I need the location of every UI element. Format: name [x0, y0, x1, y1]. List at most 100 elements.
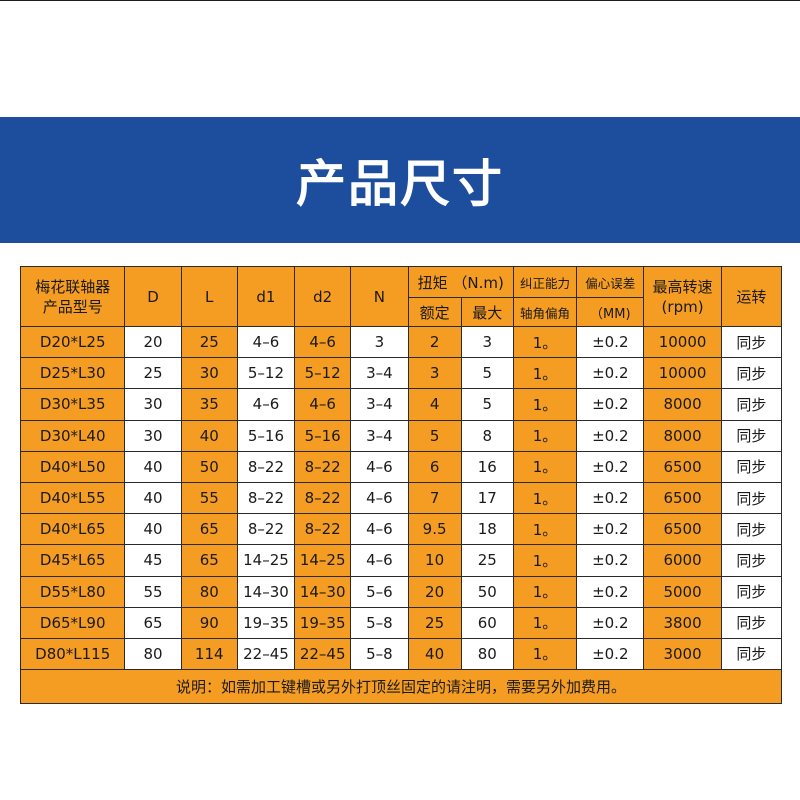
header-eccentric: 偏心误差: [576, 266, 645, 298]
cell-torque-max: 25: [460, 544, 514, 577]
cell-l: 65: [180, 513, 238, 546]
table-note: 说明：如需加工键槽或另外打顶丝固定的请注明，需要另外加费用。: [20, 669, 782, 705]
cell-d1: 14–30: [236, 575, 296, 608]
cell-d1: 5–16: [236, 419, 296, 452]
cell-n: 5–6: [350, 575, 409, 608]
cell-d: 30: [124, 388, 182, 421]
cell-model: D80*L115: [19, 637, 126, 671]
table-row: D65*L90 65 90 19–35 19–35 5–8 25 60 1。 ±0.2 3800 同步: [19, 606, 783, 639]
cell-correction: 1。: [512, 450, 578, 483]
cell-eccentric: ±0.2: [576, 357, 645, 390]
top-divider: [0, 0, 800, 1]
cell-n: 5–8: [350, 637, 409, 671]
table-row: D80*L115 80 114 22–45 22–45 5–8 40 80 1。 ±0.2 3000…: [19, 637, 783, 671]
cell-torque-max: 50: [460, 575, 514, 608]
header-n: N: [350, 266, 409, 327]
header-l: L: [180, 266, 238, 327]
header-model: 梅花联轴器 产品型号: [19, 266, 126, 327]
cell-d2: 8–22: [294, 513, 352, 546]
cell-eccentric: ±0.2: [576, 606, 645, 639]
cell-d2: 5–12: [294, 357, 352, 390]
header-subrow: 额定 最大 轴角偏角 （MM): [21, 297, 782, 327]
cell-eccentric: ±0.2: [576, 637, 645, 671]
cell-d: 40: [124, 450, 182, 483]
cell-l: 40: [180, 419, 238, 452]
cell-correction: 1。: [512, 419, 578, 452]
cell-d1: 4–6: [236, 388, 296, 421]
cell-d1: 8–22: [236, 450, 296, 483]
header-correction: 纠正能力: [512, 266, 578, 298]
cell-correction: 1。: [512, 325, 578, 359]
cell-d: 55: [124, 575, 182, 608]
cell-torque-rated: 5: [407, 419, 462, 452]
table-row: D55*L80 55 80 14–30 14–30 5–6 20 50 1。 ±0.2 5000 同步: [19, 575, 783, 608]
cell-d2: 4–6: [294, 388, 352, 421]
cell-n: 4–6: [350, 544, 409, 577]
cell-correction: 1。: [512, 357, 578, 390]
cell-correction: 1。: [512, 575, 578, 608]
header-operation: 运转: [720, 266, 783, 327]
cell-n: 3: [350, 325, 409, 359]
table-row: D30*L35 30 35 4–6 4–6 3–4 4 5 1。 ±0.2 8000 同步: [19, 388, 783, 421]
cell-operation: 同步: [720, 325, 783, 359]
cell-model: D30*L35: [19, 388, 126, 421]
cell-d2: 4–6: [294, 325, 352, 359]
cell-torque-max: 60: [460, 606, 514, 639]
cell-d: 30: [124, 419, 182, 452]
cell-correction: 1。: [512, 388, 578, 421]
cell-n: 3–4: [350, 388, 409, 421]
cell-operation: 同步: [720, 450, 783, 483]
cell-d: 20: [124, 325, 182, 359]
cell-torque-max: 16: [460, 450, 514, 483]
table-row: D40*L50 40 50 8–22 8–22 4–6 6 16 1。 ±0.2 6500 同步: [19, 450, 783, 483]
header-torque-max: 最大: [460, 297, 514, 327]
cell-torque-rated: 9.5: [407, 513, 462, 546]
cell-torque-rated: 25: [407, 606, 462, 639]
cell-d2: 5–16: [294, 419, 352, 452]
product-size-table: 梅花联轴器 产品型号 D L d1 d2 N 扭矩 （N.m) 纠正能力 偏心误…: [19, 266, 783, 705]
cell-eccentric: ±0.2: [576, 325, 645, 359]
cell-torque-max: 18: [460, 513, 514, 546]
cell-correction: 1。: [512, 481, 578, 515]
cell-operation: 同步: [720, 606, 783, 639]
cell-n: 4–6: [350, 481, 409, 515]
cell-speed: 10000: [643, 325, 722, 359]
cell-l: 65: [180, 544, 238, 577]
cell-torque-max: 8: [460, 419, 514, 452]
cell-torque-rated: 4: [407, 388, 462, 421]
cell-d1: 8–22: [236, 513, 296, 546]
cell-d: 25: [124, 357, 182, 390]
cell-l: 55: [180, 481, 238, 515]
cell-speed: 6500: [643, 513, 722, 546]
cell-speed: 3000: [643, 637, 722, 671]
cell-torque-max: 17: [460, 481, 514, 515]
cell-l: 90: [180, 606, 238, 639]
header-row: 梅花联轴器 产品型号 D L d1 d2 N 扭矩 （N.m) 纠正能力 偏心误…: [19, 266, 783, 327]
cell-correction: 1。: [512, 513, 578, 546]
cell-model: D55*L80: [19, 575, 126, 608]
cell-operation: 同步: [720, 357, 783, 390]
table-row: D20*L25 20 25 4–6 4–6 3 2 3 1。 ±0.2 10000 同步: [19, 325, 783, 359]
header-torque: 扭矩 （N.m): [407, 266, 514, 298]
cell-d1: 8–22: [236, 481, 296, 515]
cell-correction: 1。: [512, 637, 578, 671]
cell-d2: 14–30: [294, 575, 352, 608]
cell-n: 4–6: [350, 513, 409, 546]
cell-eccentric: ±0.2: [576, 513, 645, 546]
cell-l: 114: [180, 637, 238, 671]
cell-d: 45: [124, 544, 182, 577]
cell-n: 4–6: [350, 450, 409, 483]
cell-torque-max: 5: [460, 388, 514, 421]
cell-operation: 同步: [720, 513, 783, 546]
cell-operation: 同步: [720, 481, 783, 515]
title-banner: 产品尺寸: [0, 117, 800, 243]
header-d2: d2: [294, 266, 352, 327]
page-title: 产品尺寸: [296, 155, 504, 213]
cell-speed: 8000: [643, 388, 722, 421]
cell-model: D25*L30: [19, 357, 126, 390]
cell-operation: 同步: [720, 419, 783, 452]
table-row: D25*L30 25 30 5–12 5–12 3–4 3 5 1。 ±0.2 10000 同步: [19, 357, 783, 390]
cell-l: 50: [180, 450, 238, 483]
cell-speed: 6500: [643, 481, 722, 515]
cell-eccentric: ±0.2: [576, 388, 645, 421]
